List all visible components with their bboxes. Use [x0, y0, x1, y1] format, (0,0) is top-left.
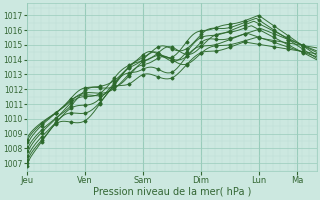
X-axis label: Pression niveau de la mer( hPa ): Pression niveau de la mer( hPa ) — [92, 187, 251, 197]
